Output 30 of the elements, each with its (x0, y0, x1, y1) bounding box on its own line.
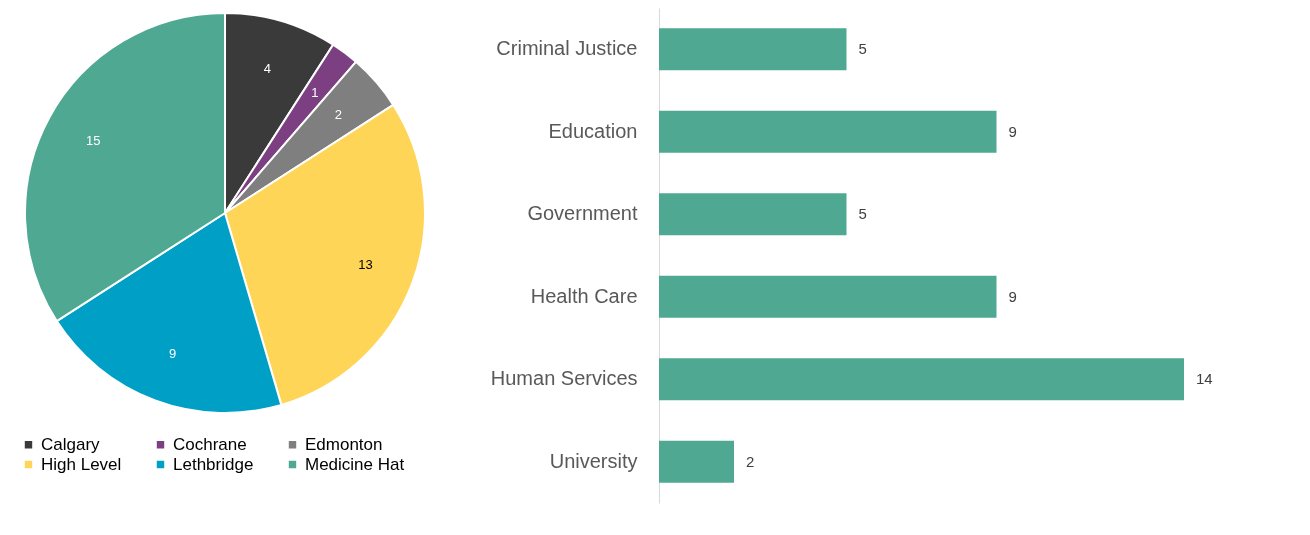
legend-label: Medicine Hat (305, 454, 405, 474)
bar (659, 110, 997, 153)
data-label: 1 (311, 84, 319, 100)
legend-label: Edmonton (305, 434, 383, 454)
legend-label: Cochrane (173, 434, 247, 454)
y-tick-label: Government (527, 202, 638, 225)
y-tick-label: Health Care (530, 284, 638, 307)
data-label: 14 (1196, 370, 1213, 388)
bar (659, 358, 1184, 401)
data-label: 2 (334, 106, 342, 122)
y-tick-label: University (549, 449, 638, 472)
data-label: 9 (168, 345, 177, 361)
data-label: 5 (858, 205, 867, 223)
data-label: 9 (1008, 287, 1017, 305)
bar (659, 440, 734, 483)
bar (659, 275, 997, 318)
data-label: 9 (1008, 122, 1017, 140)
legend-label: High Level (41, 454, 122, 474)
bar (659, 28, 847, 71)
bar (659, 193, 847, 236)
data-label: 4 (263, 61, 271, 77)
y-tick-label: Education (548, 119, 638, 142)
y-tick-label: Criminal Justice (496, 37, 638, 60)
data-label: 2 (746, 452, 755, 470)
data-label: 5 (858, 40, 867, 58)
legend-label: Calgary (41, 434, 101, 454)
data-label: 13 (358, 257, 373, 273)
legend-label: Lethbridge (173, 454, 254, 474)
data-label: 15 (86, 133, 101, 149)
y-tick-label: Human Services (490, 367, 638, 390)
